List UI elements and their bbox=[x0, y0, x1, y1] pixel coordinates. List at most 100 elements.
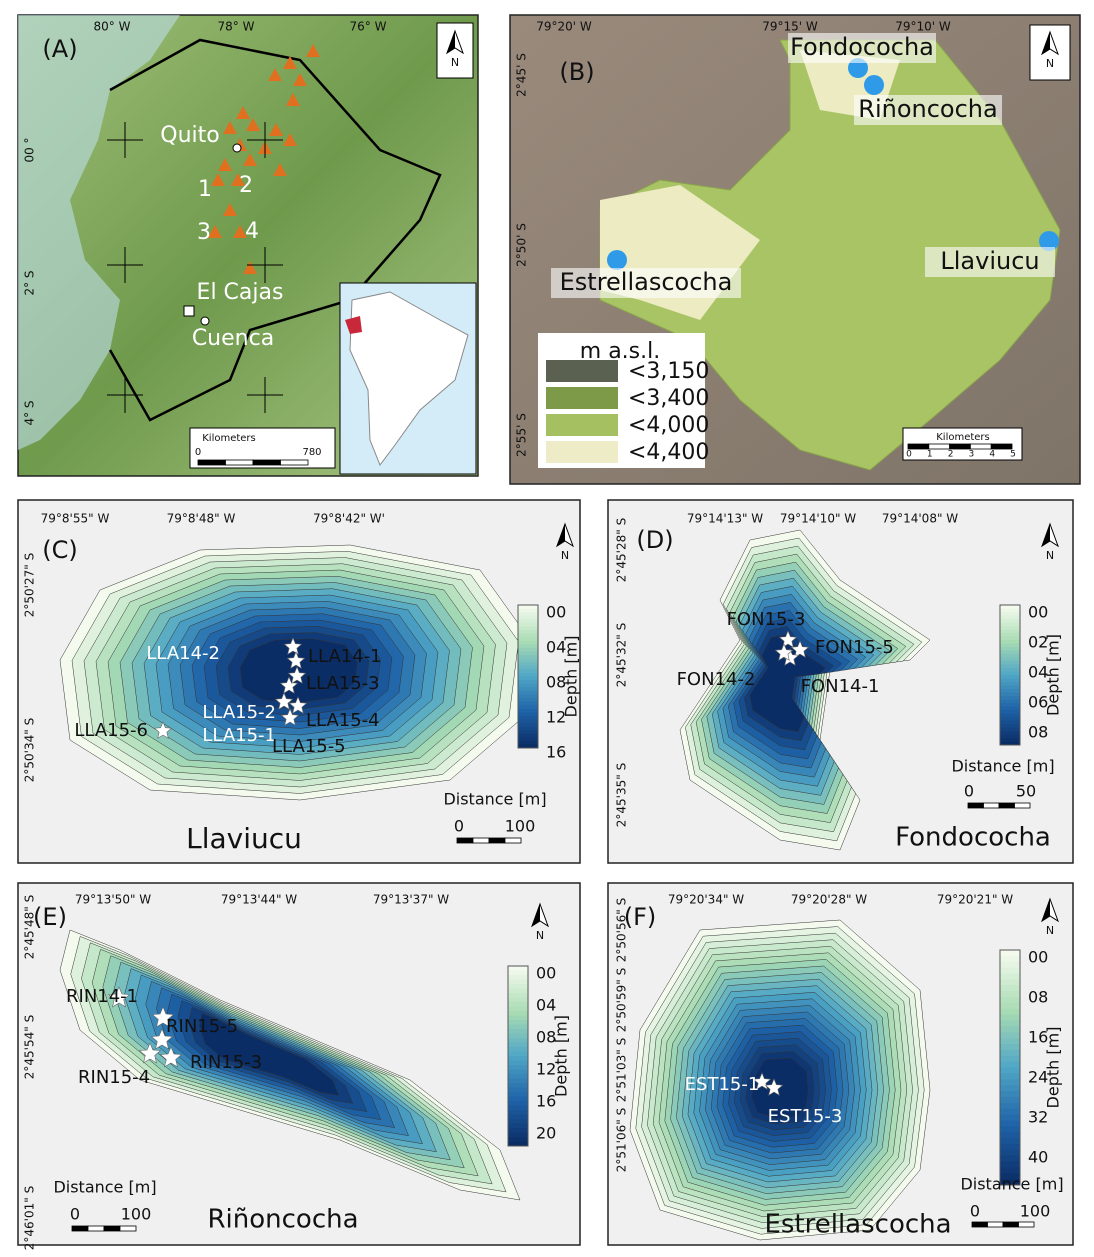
depth-tick-label: 00 bbox=[546, 603, 566, 622]
longitude-label: 79°14'10" W bbox=[780, 512, 856, 526]
colorbar-segment bbox=[508, 993, 528, 998]
scale-tick: 0 bbox=[964, 782, 974, 801]
scale-tick: 3 bbox=[969, 450, 975, 460]
longitude-label: 79°20' W bbox=[536, 20, 592, 34]
place-label: El Cajas bbox=[197, 280, 284, 305]
colorbar-segment bbox=[508, 1110, 528, 1115]
volcano bbox=[211, 173, 225, 186]
north-arrow bbox=[1042, 524, 1050, 546]
core-label: RIN15-5 bbox=[166, 1016, 238, 1037]
colorbar-segment bbox=[508, 1096, 528, 1102]
colorbar-segment bbox=[518, 626, 538, 631]
city bbox=[232, 143, 242, 153]
colorbar-segment bbox=[518, 697, 538, 703]
core-site bbox=[778, 630, 798, 648]
colorbar-segment bbox=[508, 1101, 528, 1106]
longitude-label: 79°10' W bbox=[895, 20, 951, 34]
north-label: N bbox=[1046, 549, 1054, 562]
latitude-label: 2°50'59" S bbox=[615, 968, 629, 1032]
longitude-label: 79°20'28" W bbox=[791, 893, 867, 907]
colorbar-segment bbox=[518, 658, 538, 663]
colorbar-segment bbox=[1000, 967, 1020, 974]
latitude-label: 2° S bbox=[23, 270, 37, 295]
panel-label: (E) bbox=[33, 903, 67, 931]
colorbar-segment bbox=[1000, 1167, 1020, 1174]
colorbar-frame bbox=[999, 604, 1021, 746]
colorbar-segment bbox=[518, 715, 538, 720]
depth-contour bbox=[199, 1013, 340, 1096]
volcano bbox=[236, 106, 250, 119]
colorbar-segment bbox=[508, 1006, 528, 1012]
colorbar-segment bbox=[508, 1042, 528, 1048]
depth-tick-label: 16 bbox=[546, 743, 566, 762]
legend-item: <3,150 bbox=[628, 359, 709, 384]
depth-tick-label: 40 bbox=[1028, 1148, 1048, 1167]
core-label: LLA15-1 bbox=[202, 725, 276, 746]
scale-bar bbox=[456, 837, 474, 844]
north-label: N bbox=[451, 56, 459, 69]
colorbar-segment bbox=[1000, 1102, 1020, 1110]
colorbar-segment bbox=[1000, 720, 1020, 725]
scale-tick: 0 bbox=[970, 1202, 980, 1221]
latitude-label: 2°55' S bbox=[515, 413, 529, 457]
colorbar-segment bbox=[1000, 685, 1020, 690]
volcano bbox=[283, 56, 297, 69]
volcano bbox=[223, 121, 237, 134]
longitude-label: 79°8'42" W' bbox=[313, 512, 385, 526]
lake-label-bg bbox=[551, 268, 741, 298]
colorbar-segment bbox=[1000, 738, 1020, 742]
depth-title: Depth [m] bbox=[552, 1015, 571, 1097]
colorbar-segment bbox=[508, 979, 528, 985]
colorbar-segment bbox=[1000, 706, 1020, 711]
scale-bar bbox=[1014, 802, 1031, 809]
scale-title: Distance [m] bbox=[443, 790, 546, 809]
colorbar-segment bbox=[518, 744, 538, 749]
core-site bbox=[764, 1078, 784, 1096]
colorbar-segment bbox=[1000, 1155, 1020, 1162]
lake-site bbox=[1039, 231, 1059, 251]
depth-tick-label: 00 bbox=[1028, 948, 1048, 967]
colorbar-segment bbox=[1000, 640, 1020, 644]
longitude-label: 79°8'55" W bbox=[41, 512, 110, 526]
north-arrow bbox=[532, 904, 540, 926]
colorbar-segment bbox=[508, 966, 528, 971]
core-label: EST15-1 bbox=[685, 1074, 760, 1095]
longitude-label: 79°14'08" W bbox=[882, 512, 958, 526]
border bbox=[108, 38, 442, 422]
colorbar-segment bbox=[508, 1002, 528, 1007]
core-site bbox=[288, 696, 308, 714]
colorbar-segment bbox=[518, 701, 538, 706]
colorbar-segment bbox=[1000, 1038, 1020, 1045]
core-site bbox=[790, 640, 810, 658]
core-label: RIN15-4 bbox=[78, 1067, 150, 1088]
scale-title: Distance [m] bbox=[53, 1178, 156, 1197]
colorbar-segment bbox=[1000, 654, 1020, 658]
colorbar-segment bbox=[1000, 717, 1020, 721]
depth-contour bbox=[749, 634, 826, 732]
colorbar-segment bbox=[518, 662, 538, 667]
ecuador bbox=[345, 316, 362, 334]
colorbar-segment bbox=[1000, 1126, 1020, 1133]
colorbar-segment bbox=[1000, 678, 1020, 683]
colorbar-segment bbox=[508, 988, 528, 994]
latitude-label: 2°50'34" S bbox=[23, 718, 37, 782]
colorbar-segment bbox=[1000, 734, 1020, 739]
latitude-label: 2°45' S bbox=[515, 53, 529, 97]
lake-site bbox=[607, 250, 627, 270]
north-label: N bbox=[1046, 57, 1054, 70]
depth-tick-label: 08 bbox=[536, 1028, 556, 1047]
colorbar-segment bbox=[508, 984, 528, 989]
colorbar-segment bbox=[518, 612, 538, 617]
colorbar-segment bbox=[508, 1038, 528, 1043]
colorbar-segment bbox=[518, 705, 538, 710]
colorbar-segment bbox=[1000, 1091, 1020, 1098]
core-site bbox=[159, 1046, 183, 1068]
scale-bar bbox=[87, 1225, 105, 1232]
depth-tick-label: 08 bbox=[1028, 723, 1048, 742]
scale-tick: 100 bbox=[121, 1205, 152, 1224]
lake-site bbox=[864, 75, 884, 95]
colorbar-frame bbox=[999, 949, 1021, 1186]
colorbar-segment bbox=[1000, 664, 1020, 669]
lake-label-bg bbox=[854, 95, 1002, 125]
legend-item: <4,400 bbox=[628, 440, 709, 465]
